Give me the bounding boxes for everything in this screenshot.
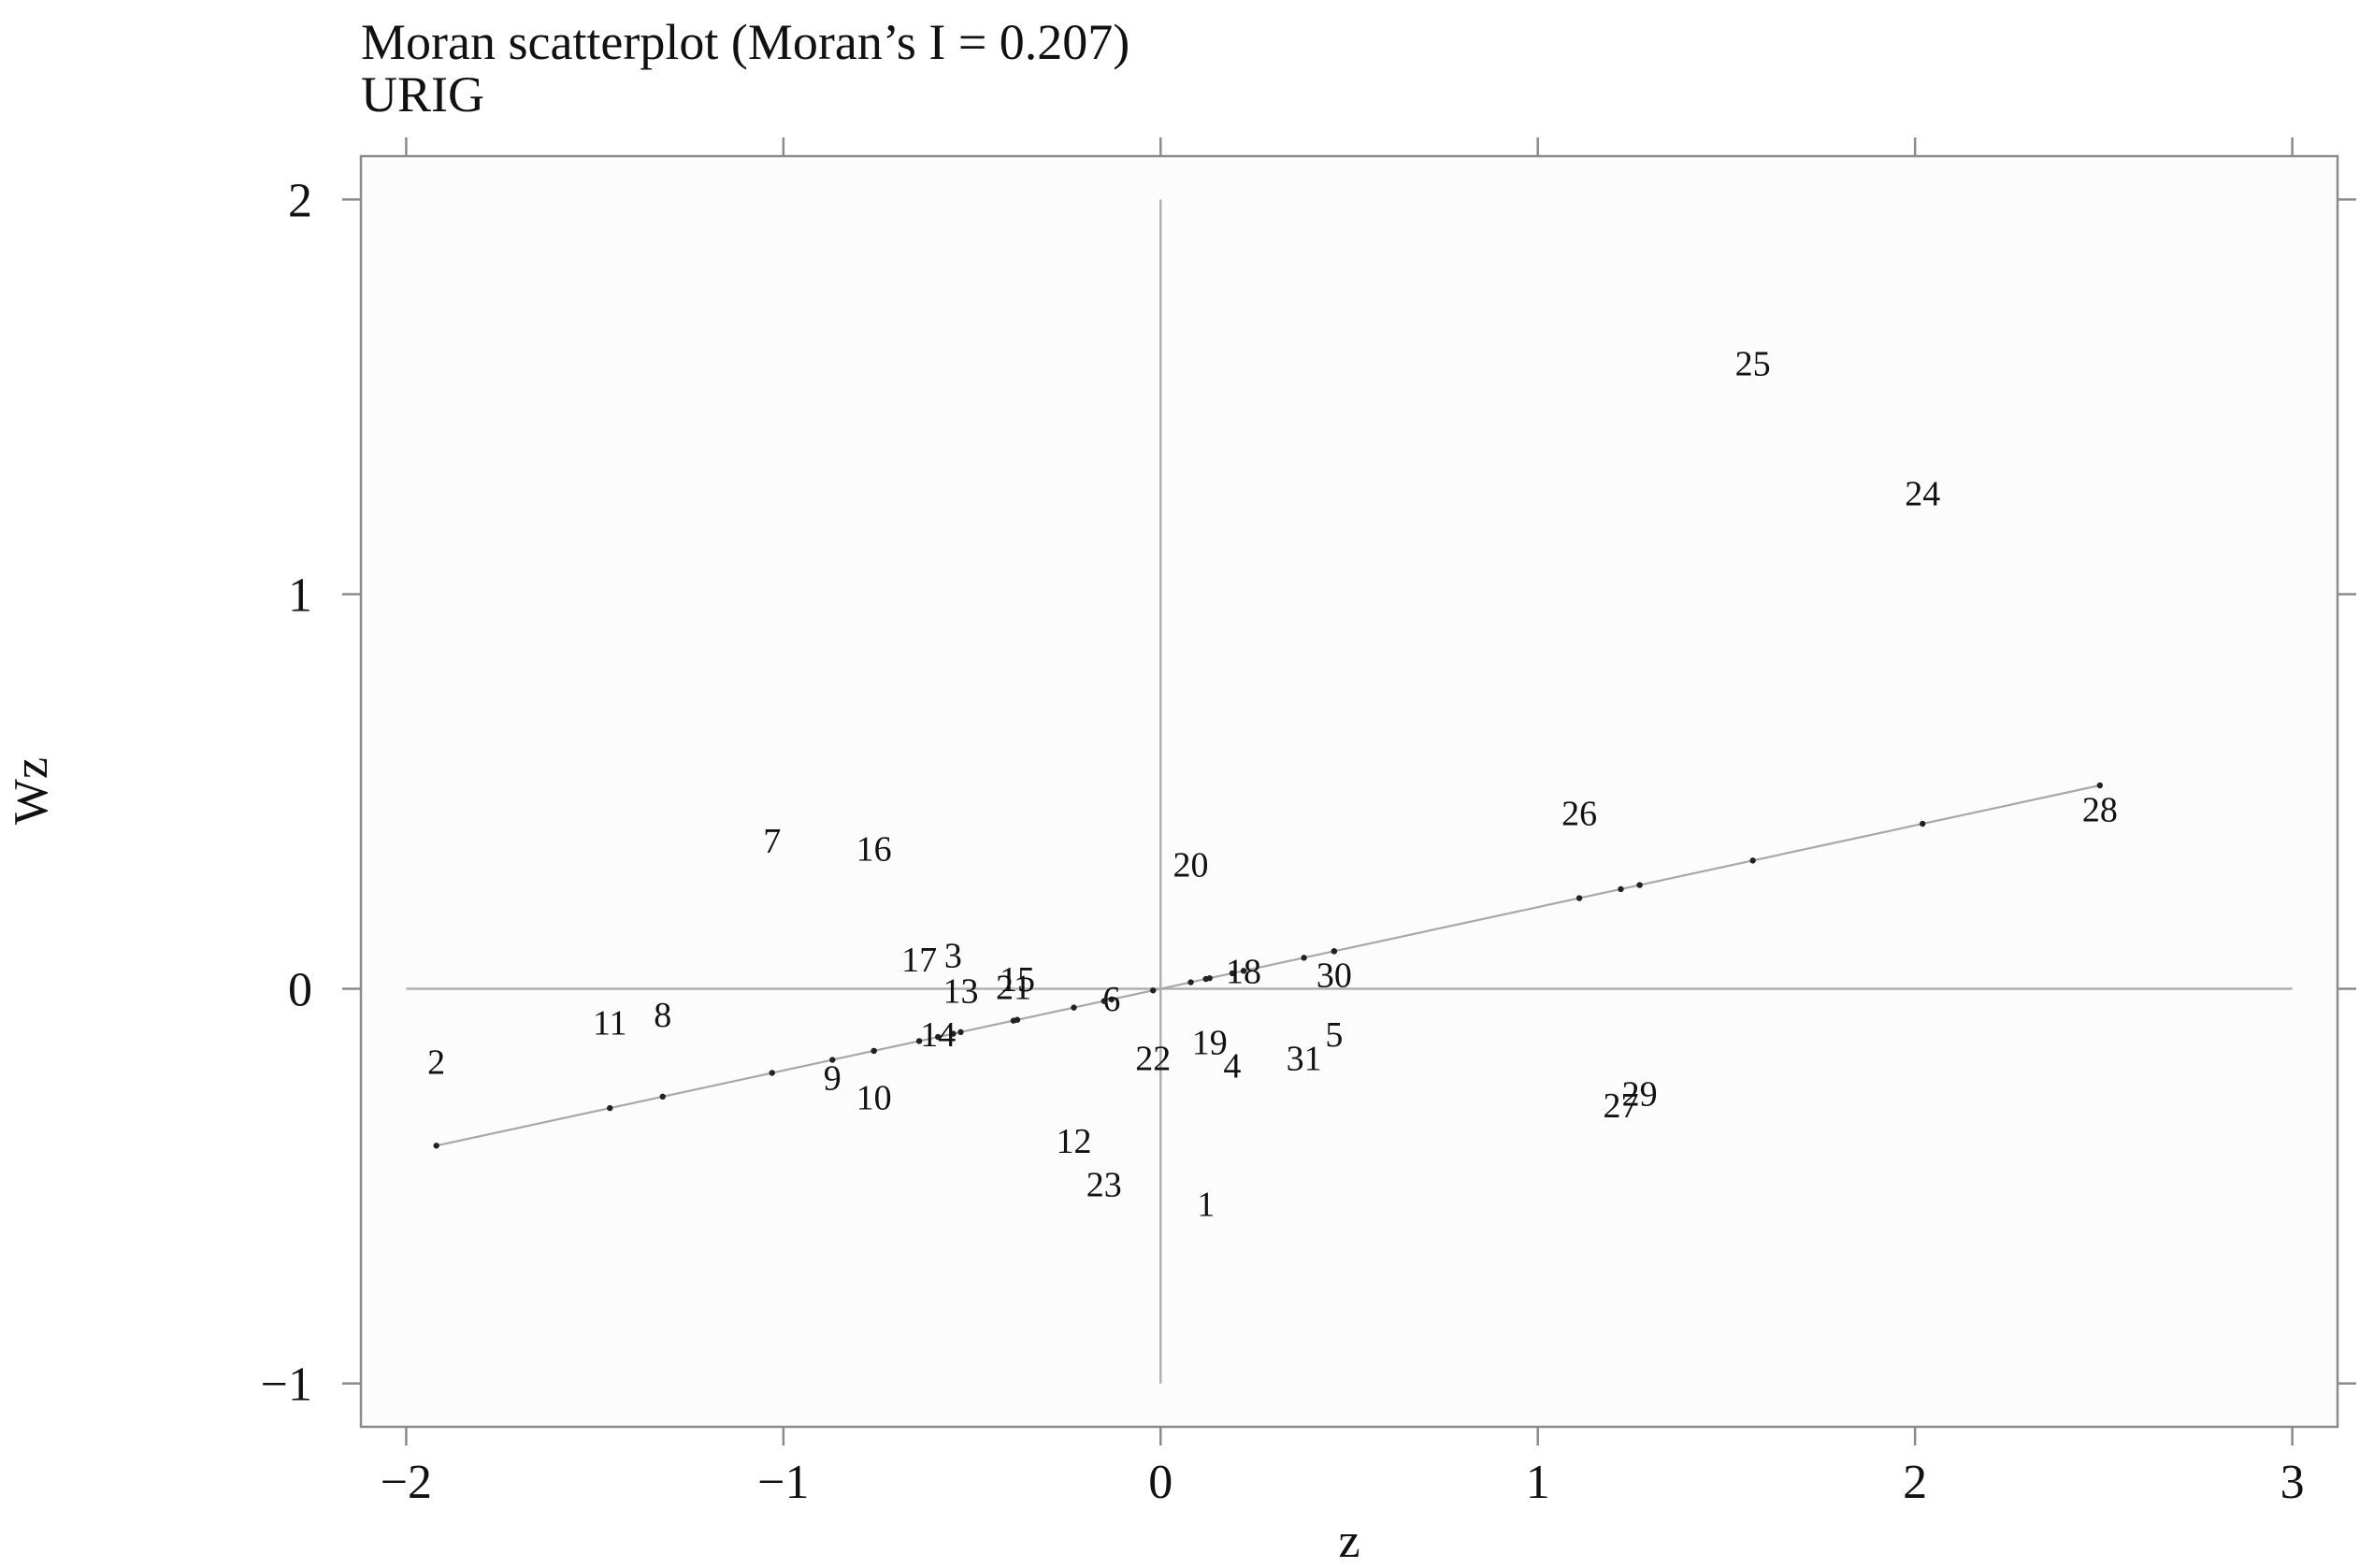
point-label: 25 — [1735, 344, 1771, 383]
fitted-value-dot — [2096, 782, 2104, 789]
chart-title: Moran scatterplot (Moran’s I = 0.207) — [361, 14, 1130, 70]
point-label: 10 — [856, 1078, 892, 1117]
point-label: 26 — [1561, 795, 1597, 834]
fitted-value-dot — [915, 1038, 923, 1044]
point-label: 31 — [1287, 1039, 1322, 1078]
plot-area — [359, 154, 2339, 1429]
point-label: 13 — [942, 972, 978, 1012]
y-tick-label: 0 — [288, 964, 312, 1017]
x-tick-label: 0 — [1148, 1456, 1173, 1509]
fitted-value-dot — [935, 1033, 942, 1041]
fit-line-layer — [436, 784, 2101, 1147]
fitted-value-dot — [769, 1070, 775, 1076]
point-label: 6 — [1102, 980, 1120, 1019]
point-label: 4 — [1223, 1047, 1241, 1086]
fitted-value-dot — [1240, 968, 1247, 974]
x-tick-label: −2 — [381, 1456, 432, 1509]
regression-line — [436, 784, 2101, 1147]
fitted-value-dot — [1108, 996, 1115, 1003]
fitted-value-dot — [870, 1047, 877, 1055]
point-label: 19 — [1192, 1023, 1228, 1062]
fitted-value-dot — [1206, 974, 1213, 982]
point-label: 3 — [944, 937, 962, 976]
point-label: 1 — [1197, 1185, 1215, 1224]
point-label: 5 — [1325, 1015, 1343, 1055]
fitted-value-dot — [1071, 1004, 1077, 1011]
fitted-value-dot — [433, 1143, 439, 1149]
point-label: 27 — [1603, 1086, 1638, 1126]
x-axis-label: z — [1338, 1515, 1360, 1568]
fitted-value-dot — [1618, 885, 1624, 893]
y-tick-label: 1 — [288, 568, 312, 622]
point-label: 20 — [1173, 845, 1209, 885]
y-tick-label: 2 — [288, 174, 312, 227]
fitted-value-dot — [1636, 882, 1643, 888]
fitted-value-dot — [829, 1057, 836, 1063]
point-label: 15 — [1000, 960, 1035, 1000]
point-label: 29 — [1622, 1074, 1658, 1114]
x-tick-label: 2 — [1903, 1456, 1927, 1509]
point-label: 30 — [1316, 957, 1352, 996]
fitted-value-dot — [1575, 895, 1583, 901]
fitted-value-dot — [957, 1029, 964, 1036]
point-label: 16 — [856, 830, 892, 870]
point-label: 8 — [654, 996, 671, 1035]
fitted-value-dot — [1229, 970, 1236, 977]
fitted-value-dot — [1749, 857, 1756, 864]
point-label: 28 — [2082, 790, 2118, 829]
point-label: 22 — [1135, 1039, 1171, 1078]
x-tick-label: −1 — [757, 1456, 809, 1509]
y-axis-label: Wz — [5, 757, 58, 825]
fitted-value-dot — [659, 1093, 666, 1100]
point-label: 21 — [996, 968, 1031, 1007]
point-label: 17 — [901, 941, 937, 980]
fitted-value-dot — [1010, 1017, 1017, 1024]
fitted-value-dot — [1187, 979, 1194, 985]
point-label: 7 — [763, 822, 781, 861]
point-label: 18 — [1226, 952, 1261, 991]
fitted-value-dot — [1920, 820, 1926, 827]
x-tick-label: 1 — [1526, 1456, 1550, 1509]
reference-lines — [406, 199, 2293, 1384]
point-label: 11 — [593, 1003, 627, 1043]
fitted-value-dot — [950, 1030, 957, 1037]
point-label: 23 — [1086, 1165, 1122, 1204]
fitted-value-dot — [1331, 948, 1338, 955]
fitted-value-dot — [1150, 987, 1157, 994]
point-label: 9 — [824, 1058, 842, 1098]
fitted-value-dot — [1301, 955, 1307, 961]
point-label: 12 — [1056, 1122, 1091, 1161]
fitted-value-dot — [1101, 998, 1107, 1004]
point-label: 24 — [1905, 475, 1940, 514]
point-label: 2 — [427, 1043, 445, 1082]
chart-subtitle: URIG — [361, 66, 484, 122]
fitted-value-dot — [607, 1104, 613, 1112]
y-tick-label: −1 — [261, 1359, 312, 1412]
x-tick-label: 3 — [2280, 1456, 2305, 1509]
point-label: 14 — [920, 1015, 956, 1055]
